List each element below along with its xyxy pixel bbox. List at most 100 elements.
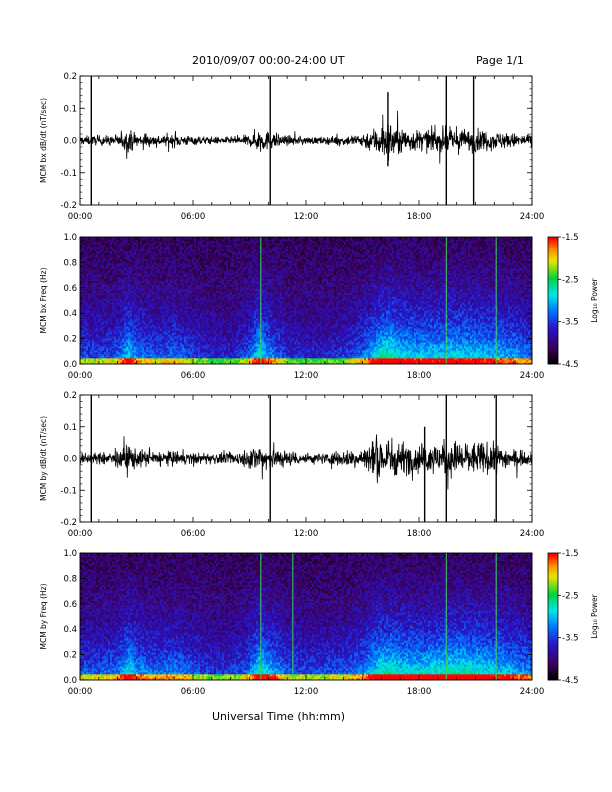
spectrogram-cell bbox=[114, 346, 117, 349]
spectrogram-cell bbox=[94, 278, 97, 281]
spectrogram-cell bbox=[104, 314, 107, 317]
spectrogram-cell bbox=[210, 272, 213, 275]
spectrogram-cell bbox=[192, 352, 195, 355]
spectrogram-cell bbox=[166, 246, 169, 250]
spectrogram-cell bbox=[176, 342, 179, 345]
spectrogram-cell bbox=[196, 240, 199, 244]
spectrogram-cell bbox=[178, 268, 181, 272]
spectrogram-cell bbox=[142, 356, 145, 359]
spectrogram-cell bbox=[218, 292, 221, 295]
spectrogram-cell bbox=[184, 346, 187, 349]
spectrogram-cell bbox=[172, 276, 175, 279]
spectrogram-cell bbox=[172, 320, 175, 323]
spectrogram-cell bbox=[218, 354, 221, 357]
spectrogram-cell bbox=[188, 272, 191, 275]
spectrogram-cell bbox=[94, 344, 97, 347]
spectrogram-cell bbox=[198, 330, 201, 333]
spectrogram-cell bbox=[222, 252, 225, 256]
spectrogram-cell bbox=[116, 310, 119, 313]
spectrogram-cell bbox=[118, 298, 121, 301]
spectrogram-cell bbox=[164, 258, 167, 262]
spectrogram-cell bbox=[162, 278, 165, 281]
spectrogram-cell bbox=[160, 272, 163, 275]
spectrogram-cell bbox=[218, 262, 221, 266]
spectrogram-cell bbox=[140, 288, 143, 291]
spectrogram-cell bbox=[166, 288, 169, 291]
spectrogram-cell bbox=[116, 314, 119, 317]
spectrogram-cell bbox=[92, 324, 95, 327]
spectrogram-cell bbox=[136, 280, 139, 283]
spectrogram-cell bbox=[128, 312, 131, 315]
spectrogram-cell bbox=[160, 274, 163, 277]
spectrogram-cell bbox=[88, 242, 91, 246]
spectrogram-cell bbox=[96, 310, 99, 313]
spectrogram-cell bbox=[136, 238, 139, 242]
spectrogram-cell bbox=[132, 356, 135, 359]
spectrogram-cell bbox=[182, 322, 185, 325]
spectrogram-cell bbox=[178, 322, 181, 325]
spectrogram-cell bbox=[148, 344, 151, 347]
spectrogram-cell bbox=[142, 340, 145, 343]
spectrogram-cell bbox=[208, 290, 211, 293]
spectrogram-cell bbox=[154, 242, 157, 246]
spectrogram-cell bbox=[204, 260, 207, 264]
spectrogram-cell bbox=[160, 342, 163, 345]
spectrogram-cell bbox=[200, 312, 203, 315]
spectrogram-cell bbox=[128, 264, 131, 268]
spectrogram-cell bbox=[100, 306, 103, 309]
spectrogram-cell bbox=[146, 276, 149, 279]
spectrogram-cell bbox=[184, 332, 187, 335]
spectrogram-cell bbox=[210, 290, 213, 293]
spectrogram-cell bbox=[88, 272, 91, 275]
spectrogram-cell bbox=[146, 292, 149, 295]
spectrogram-cell bbox=[196, 237, 199, 240]
spectrogram-cell bbox=[84, 284, 87, 287]
spectrogram-cell bbox=[188, 292, 191, 295]
spectrogram-cell bbox=[114, 242, 117, 246]
spectrogram-cell bbox=[186, 300, 189, 303]
spectrogram-cell bbox=[102, 282, 105, 285]
spectrogram-cell bbox=[98, 288, 101, 291]
spectrogram-cell bbox=[100, 294, 103, 297]
spectrogram-cell bbox=[196, 250, 199, 254]
spectrogram-cell bbox=[94, 288, 97, 291]
spectrogram-cell bbox=[154, 320, 157, 323]
spectrogram-cell bbox=[164, 306, 167, 309]
spectrogram-cell bbox=[112, 244, 115, 248]
spectrogram-cell bbox=[114, 310, 117, 313]
spectrogram-cell bbox=[84, 250, 87, 254]
spectrogram-cell bbox=[108, 282, 111, 285]
spectrogram-cell bbox=[84, 340, 87, 343]
spectrogram-cell bbox=[202, 306, 205, 309]
spectrogram-cell bbox=[148, 270, 151, 274]
spectrogram-cell bbox=[90, 356, 93, 359]
spectrogram-cell bbox=[226, 348, 229, 351]
spectrogram-cell bbox=[110, 248, 113, 252]
spectrogram-cell bbox=[220, 240, 223, 244]
spectrogram-cell bbox=[208, 252, 211, 256]
spectrogram-cell bbox=[152, 324, 155, 327]
spectrogram-cell bbox=[192, 348, 195, 351]
spectrogram-cell bbox=[194, 258, 197, 262]
spectrogram-cell bbox=[114, 266, 117, 270]
spectrogram-cell bbox=[122, 272, 125, 275]
spectrogram-cell bbox=[120, 240, 123, 244]
spectrogram-cell bbox=[152, 320, 155, 323]
spectrogram-cell bbox=[182, 330, 185, 333]
spectrogram-cell bbox=[96, 324, 99, 327]
spectrogram-cell bbox=[146, 362, 149, 365]
spectrogram-cell bbox=[154, 288, 157, 291]
spectrogram-cell bbox=[216, 274, 219, 277]
spectrogram-cell bbox=[192, 346, 195, 349]
spectrogram-cell bbox=[110, 250, 113, 254]
spectrogram-cell bbox=[82, 314, 85, 317]
spectrogram-cell bbox=[176, 242, 179, 246]
spectrogram-cell bbox=[162, 312, 165, 315]
spectrogram-cell bbox=[120, 300, 123, 303]
spectrogram-cell bbox=[162, 296, 165, 299]
spectrogram-cell bbox=[206, 266, 209, 270]
spectrogram-cell bbox=[134, 250, 137, 254]
spectrogram-cell bbox=[118, 270, 121, 274]
spectrogram-cell bbox=[160, 348, 163, 351]
spectrogram-cell bbox=[186, 354, 189, 357]
